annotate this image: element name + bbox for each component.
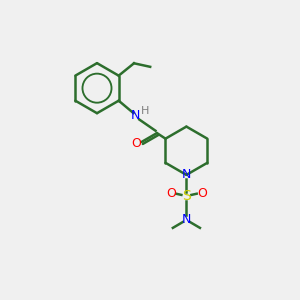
Text: H: H — [141, 106, 149, 116]
Text: N: N — [182, 168, 191, 182]
Text: N: N — [182, 212, 191, 226]
Text: O: O — [166, 187, 176, 200]
Text: O: O — [197, 187, 207, 200]
Text: S: S — [182, 189, 191, 203]
Text: O: O — [131, 137, 141, 150]
Text: N: N — [131, 110, 140, 122]
